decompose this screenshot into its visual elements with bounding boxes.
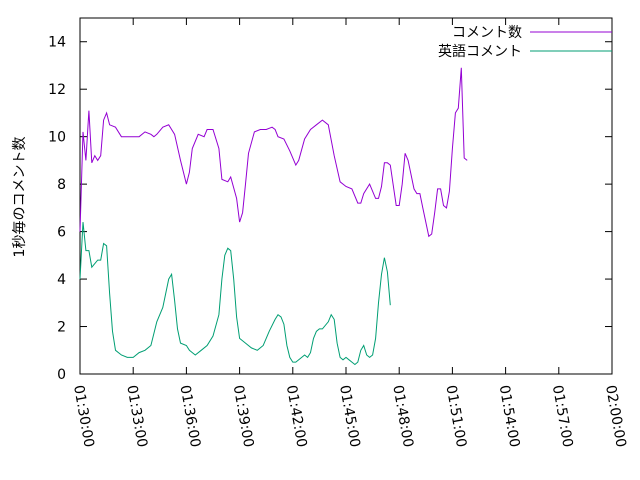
legend: コメント数 英語コメント bbox=[438, 25, 612, 60]
x-tick-label: 01:45:00 bbox=[336, 384, 363, 449]
x-tick-label: 01:57:00 bbox=[549, 384, 576, 449]
x-tick-label: 01:51:00 bbox=[442, 384, 469, 449]
x-tick-label: 01:54:00 bbox=[496, 384, 523, 449]
y-tick-label: 4 bbox=[57, 272, 66, 288]
series-line-0 bbox=[79, 67, 468, 238]
x-tick-label: 01:36:00 bbox=[176, 384, 203, 449]
x-tick-label: 01:39:00 bbox=[230, 384, 257, 449]
y-tick-label: 6 bbox=[57, 225, 66, 241]
plot-axes bbox=[79, 17, 613, 375]
x-tick-label: 01:30:00 bbox=[70, 384, 97, 449]
series-lines bbox=[79, 67, 468, 366]
y-tick-label: 8 bbox=[57, 177, 66, 193]
series-line-1 bbox=[79, 222, 391, 366]
plot-frame bbox=[79, 17, 613, 375]
tick-labels: 0 2 4 6 8 10 12 14 01:30:00 01:33:00 01:36:00 01:39… bbox=[48, 35, 629, 449]
y-tick-label: 10 bbox=[48, 130, 66, 146]
y-axis-label: 1秒毎のコメント数 bbox=[12, 137, 28, 258]
y-tick-label: 14 bbox=[48, 35, 66, 51]
legend-label-0: コメント数 bbox=[452, 25, 522, 41]
y-tick-label: 12 bbox=[48, 82, 66, 98]
y-tick-label: 2 bbox=[57, 320, 66, 336]
legend-label-1: 英語コメント bbox=[438, 43, 522, 60]
x-tick-label: 01:33:00 bbox=[123, 384, 150, 449]
x-tick-label: 02:00:00 bbox=[602, 384, 629, 449]
x-tick-label: 01:48:00 bbox=[389, 384, 416, 449]
x-tick-label: 01:42:00 bbox=[283, 384, 310, 449]
y-tick-label: 0 bbox=[57, 367, 66, 383]
